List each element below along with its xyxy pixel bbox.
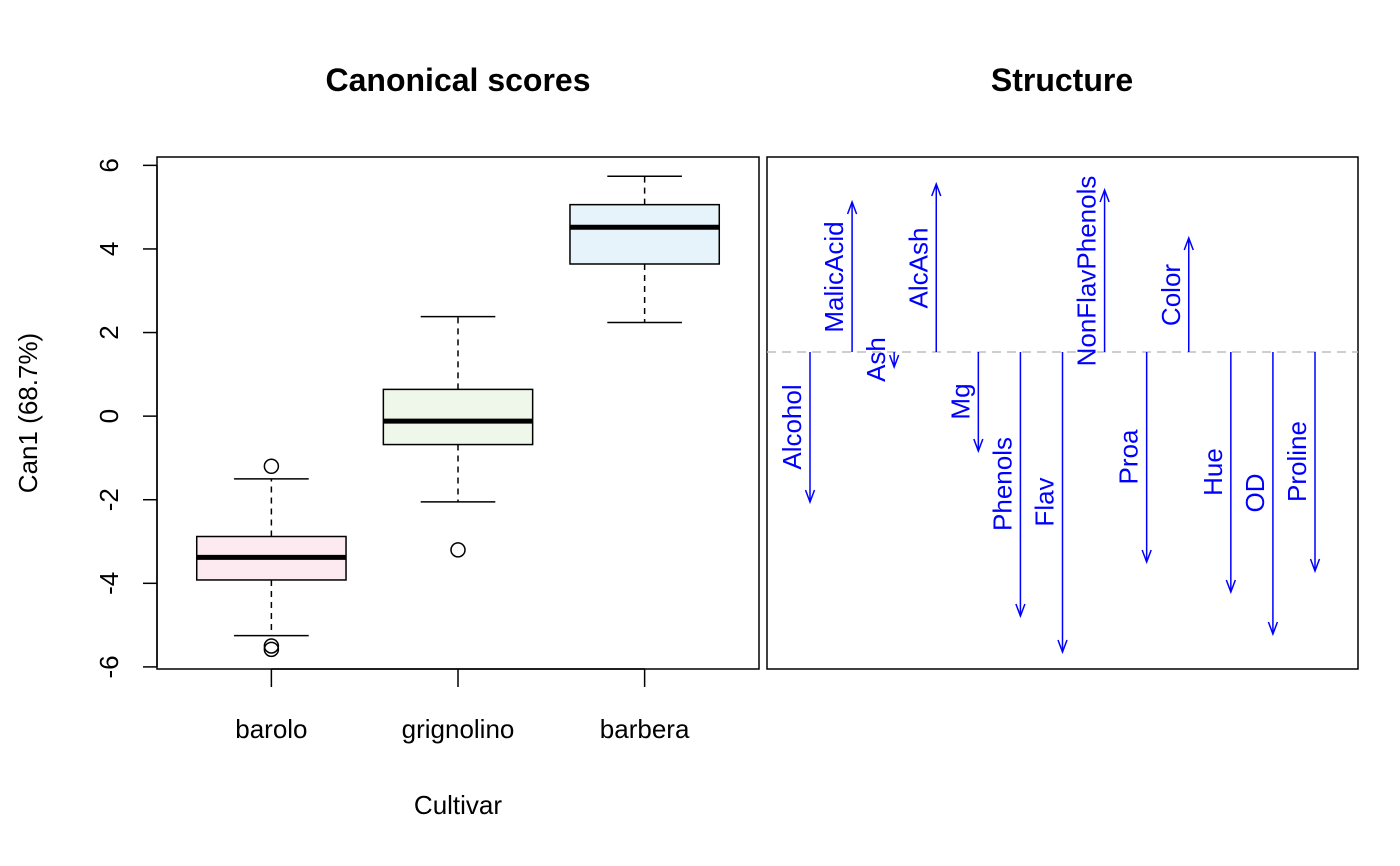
arrow-head [888,354,900,370]
structure-panel: Structure Alcohol MalicAcid Ash AlcAsh Mg Phe… [766,62,1359,670]
structure-vectors: Alcohol MalicAcid Ash AlcAsh Mg Phenols Flav No… [777,176,1321,655]
variable-label: Proline [1282,421,1312,502]
arrow-head [1099,187,1110,203]
y-tick-label: 2 [94,325,124,339]
y-tick-label: 0 [94,409,124,423]
variable-label: Alcohol [777,384,807,469]
vector-phenols: Phenols [987,352,1026,619]
variable-label: Proa [1114,429,1144,484]
vector-flav: Flav [1030,352,1068,655]
variable-label: NonFlavPhenols [1072,176,1102,367]
vector-proa: Proa [1114,352,1152,565]
y-tick-label: -6 [94,655,124,678]
x-axis: barolo grignolino barbera [235,668,690,744]
variable-label: Hue [1198,448,1228,496]
vector-mg: Mg [945,352,984,454]
variable-label: MalicAcid [819,221,849,332]
canonical-scores-panel: Canonical scores -6 -4 -2 0 2 4 6 barolo grigno… [13,62,760,820]
y-tick-label: 4 [94,242,124,256]
y-tick-label: -2 [94,488,124,511]
arrow-head [973,438,984,454]
canonical-scores-title: Canonical scores [326,62,591,98]
arrow-head [846,199,858,215]
variable-label: Color [1156,264,1186,326]
boxplot-grignolino [382,315,534,558]
box [382,388,534,446]
boxplot-barolo [195,458,347,658]
arrow-head [1015,603,1026,619]
outlier-point [450,542,466,558]
outlier-point [263,458,280,475]
vector-od: OD [1240,352,1279,637]
x-tick-label: barolo [235,714,307,744]
x-tick-label: barbera [600,714,690,744]
variable-label: Flav [1030,477,1060,526]
vector-ash: Ash [861,337,900,382]
arrow-head [1183,235,1194,251]
structure-plot-frame [766,156,1359,670]
arrow-head [1309,558,1321,574]
arrow-head [804,489,816,505]
variable-label: Phenols [987,437,1017,531]
x-axis-label: Cultivar [414,790,502,820]
variable-label: AlcAsh [903,228,933,309]
variable-label: OD [1240,474,1270,513]
arrow-head [931,181,942,197]
vector-color: Color [1156,235,1194,352]
arrow-head [1225,579,1237,595]
box [569,203,721,265]
vector-proline: Proline [1282,352,1321,574]
x-tick-label: grignolino [402,714,515,744]
y-tick-label: -4 [94,572,124,595]
vector-alcash: AlcAsh [903,181,942,352]
arrow-head [1057,639,1068,655]
arrow-head [1141,549,1152,565]
variable-label: Ash [861,337,891,382]
vector-malicacid: MalicAcid [819,199,858,352]
vector-hue: Hue [1198,352,1237,595]
variable-label: Mg [945,383,975,419]
outlier-point [263,641,280,658]
outlier-point [263,638,280,654]
structure-title: Structure [991,62,1133,98]
vector-alcohol: Alcohol [777,352,816,505]
arrow-head [1267,621,1279,637]
boxplot-barbera [569,175,721,324]
y-axis: -6 -4 -2 0 2 4 6 [94,158,158,678]
vector-nonflavphenols: NonFlavPhenols [1072,176,1110,367]
y-tick-label: 6 [94,158,124,172]
y-axis-label: Can1 (68.7%) [13,333,43,493]
boxplots [195,175,721,658]
